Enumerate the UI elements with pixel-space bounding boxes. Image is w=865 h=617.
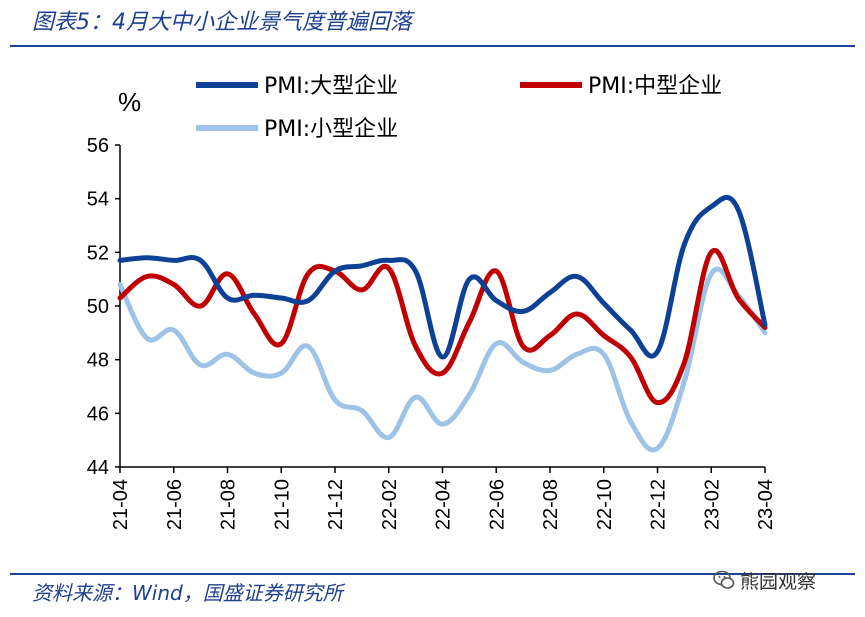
y-tick-label: 44 bbox=[87, 457, 109, 479]
x-tick-label: 22-06 bbox=[486, 479, 508, 530]
top-rule bbox=[10, 45, 855, 47]
series-lines bbox=[117, 195, 768, 453]
legend-label-large: PMI:大型企业 bbox=[264, 74, 398, 99]
y-tick-label: 54 bbox=[87, 189, 109, 211]
watermark: 熊园观察 bbox=[712, 568, 817, 593]
y-tick-label: 50 bbox=[87, 296, 109, 318]
x-tick-label: 22-04 bbox=[433, 479, 455, 530]
series-line-small bbox=[117, 266, 768, 453]
y-tick-label: 52 bbox=[87, 242, 109, 264]
y-unit-label: % bbox=[118, 87, 141, 117]
x-tick-label: 22-12 bbox=[648, 479, 670, 530]
x-tick-label: 22-02 bbox=[379, 479, 401, 530]
watermark-text: 熊园观察 bbox=[740, 570, 817, 593]
y-tick-label: 48 bbox=[87, 350, 109, 372]
legend: PMI:大型企业 PMI:中型企业 PMI:小型企业 bbox=[196, 74, 722, 142]
y-tick-label: 46 bbox=[87, 403, 109, 425]
series-line-large bbox=[117, 195, 768, 360]
x-tick-label: 21-06 bbox=[164, 479, 186, 530]
x-tick-label: 21-08 bbox=[218, 479, 240, 530]
legend-label-small: PMI:小型企业 bbox=[264, 117, 398, 142]
x-tick-label: 22-10 bbox=[594, 479, 616, 530]
figure-title: 图表5：4月大中小企业景气度普遍回落 bbox=[32, 10, 412, 35]
legend-label-medium: PMI:中型企业 bbox=[588, 74, 722, 99]
y-tick-label: 56 bbox=[87, 135, 109, 157]
source-note: 资料来源：Wind，国盛证券研究所 bbox=[32, 581, 343, 605]
x-tick-label: 23-04 bbox=[755, 479, 777, 530]
x-tick-label: 23-02 bbox=[701, 479, 723, 530]
bottom-rule bbox=[10, 573, 855, 575]
x-tick-label: 21-12 bbox=[325, 479, 347, 530]
wechat-icon bbox=[713, 570, 735, 589]
x-tick-label: 21-10 bbox=[271, 479, 293, 530]
x-tick-label: 22-08 bbox=[540, 479, 562, 530]
series-line-medium bbox=[117, 247, 768, 406]
x-tick-label: 21-04 bbox=[110, 479, 132, 530]
axes: 44 46 48 50 52 54 56 21-04 21-06 21-08 21-10 21-12 2… bbox=[87, 135, 777, 530]
